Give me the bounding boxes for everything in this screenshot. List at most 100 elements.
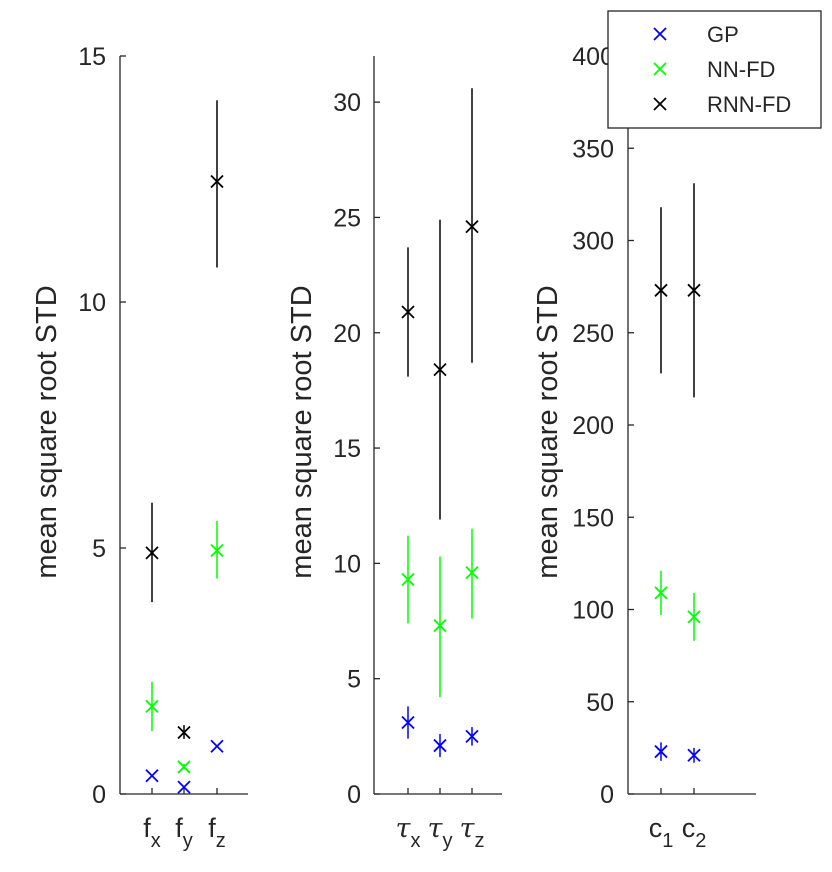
marker-stroke [433,619,447,633]
data-point-marker [687,283,701,297]
x-tick-label-sub: y [442,830,452,852]
data-point-marker [465,729,479,743]
data-point-marker [145,769,159,783]
series-rnn-fd [145,100,224,740]
legend-box [607,10,822,129]
y-tick-label: 5 [347,666,361,694]
x-tick-label-main: τ [396,813,412,844]
data-point-marker [177,760,191,774]
marker-stroke [210,739,224,753]
legend: GP NN-FD RNN-FD [607,10,822,129]
data-point-marker [210,174,224,189]
marker-stroke [687,610,701,624]
x-tick-label-sub: 2 [695,830,706,852]
marker-stroke [433,363,447,377]
legend-marker [653,97,667,111]
series-rnn-fd [654,183,701,398]
marker-stroke [177,780,191,794]
x-tick-label-main: τ [460,813,476,844]
x-tick-label: τz [460,813,485,852]
marker-stroke [654,744,668,759]
data-point-marker [433,738,447,753]
series-nn-fd [401,528,479,698]
x-tick-label-sub: z [216,830,226,852]
marker-stroke [210,543,224,558]
y-axis-label: mean square root STD [31,285,63,578]
x-tick-label: fy [175,813,193,852]
legend-label: GP [707,22,739,47]
y-tick-label: 200 [572,412,614,440]
legend-label: NN-FD [707,57,775,82]
data-point-marker [145,699,159,714]
marker-stroke [401,572,415,587]
x-tick-label: c1 [649,813,674,852]
x-tick-label: fx [143,813,161,852]
y-tick-label: 0 [600,781,614,809]
y-tick-label: 20 [333,320,361,348]
y-tick-label: 10 [78,289,106,317]
y-axis-label: mean square root STD [286,285,318,578]
data-point-marker [433,619,447,633]
series-rnn-fd [401,88,479,520]
legend-item-rnn-fd: RNN-FD [653,92,791,117]
y-tick-label: 350 [572,135,614,163]
data-point-marker [687,610,701,624]
series-nn-fd [145,520,224,774]
x-tick-label: τx [396,813,421,852]
data-point-marker [433,363,447,377]
marker-stroke [654,586,668,600]
y-tick-label: 15 [78,43,106,71]
data-point-marker [401,715,415,730]
marker-stroke [145,699,159,714]
y-tick-label: 25 [333,204,361,232]
series-gp [654,742,701,763]
marker-stroke [177,725,191,740]
data-point-marker [210,543,224,558]
x-tick-label: c2 [682,813,707,852]
y-tick-label: 300 [572,228,614,256]
data-point-marker [465,220,479,234]
series-nn-fd [654,570,701,641]
y-tick-label: 0 [92,781,106,809]
marker-stroke [401,715,415,730]
x-tick-label-sub: x [410,830,420,852]
marker-stroke [433,738,447,753]
data-point-marker [401,305,415,319]
y-tick-label: 400 [572,43,614,71]
data-point-marker [465,565,479,580]
marker-stroke [465,729,479,743]
x-tick-label-sub: y [183,830,193,852]
x-tick-label: τy [428,813,453,852]
x-tick-label: fz [208,813,226,852]
y-tick-label: 10 [333,550,361,578]
marker-stroke [654,283,668,297]
y-tick-label: 15 [333,435,361,463]
marker-stroke [465,220,479,234]
y-tick-label: 100 [572,597,614,625]
data-point-marker [687,748,701,762]
data-point-marker [177,725,191,740]
y-tick-label: 0 [347,781,361,809]
x-tick-label-main: f [208,813,216,843]
series-gp [401,706,479,758]
legend-marker [653,27,667,41]
x-tick-label-main: c [682,813,696,843]
y-tick-label: 50 [586,689,614,717]
x-tick-label-sub: x [151,830,161,852]
legend-item-nn-fd: NN-FD [653,57,775,82]
data-point-marker [654,586,668,600]
legend-label: RNN-FD [707,92,791,117]
marker-stroke [687,748,701,762]
data-point-marker [177,780,191,794]
x-tick-label-sub: z [474,830,484,852]
data-point-marker [654,283,668,297]
marker-stroke [401,305,415,319]
y-tick-label: 5 [92,535,106,563]
y-tick-label: 150 [572,504,614,532]
x-tick-label-main: c [649,813,663,843]
marker-stroke [145,546,159,560]
marker-stroke [465,565,479,580]
